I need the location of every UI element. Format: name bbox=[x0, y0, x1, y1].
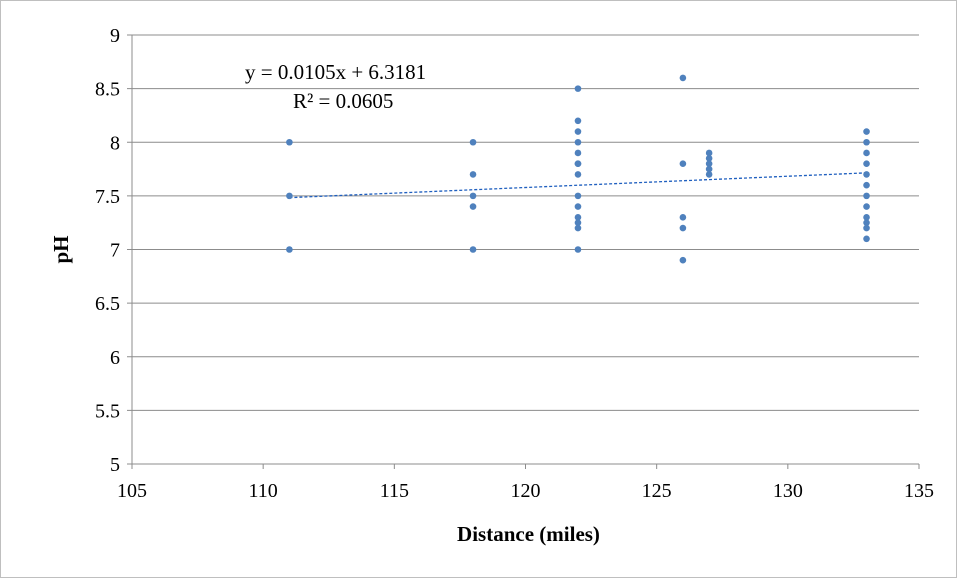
data-point-12 bbox=[574, 149, 582, 157]
data-point-15 bbox=[574, 171, 582, 178]
data-points bbox=[286, 74, 870, 264]
data-point-35 bbox=[863, 160, 870, 167]
y-tick-label-4: 7 bbox=[110, 240, 120, 262]
data-point-24 bbox=[679, 214, 687, 221]
data-point-1 bbox=[286, 192, 293, 200]
data-point-16 bbox=[574, 192, 582, 200]
data-point-11 bbox=[574, 138, 582, 146]
x-tick-label-4: 125 bbox=[642, 480, 672, 502]
x-tick-label-6: 135 bbox=[904, 480, 934, 502]
y-tick-label-5: 7.5 bbox=[95, 186, 120, 208]
data-point-38 bbox=[863, 192, 870, 200]
data-point-40 bbox=[863, 214, 870, 221]
data-point-4 bbox=[469, 171, 477, 178]
x-tick-label-2: 115 bbox=[380, 480, 409, 502]
data-point-2 bbox=[286, 246, 293, 253]
data-point-27 bbox=[705, 149, 713, 157]
data-point-37 bbox=[863, 181, 870, 189]
data-point-0 bbox=[286, 138, 293, 146]
trendline-equation: y = 0.0105x + 6.3181 bbox=[245, 60, 426, 84]
trendline bbox=[289, 172, 867, 199]
data-point-26 bbox=[679, 256, 687, 264]
data-point-31 bbox=[705, 171, 713, 178]
data-point-18 bbox=[574, 214, 582, 221]
data-point-34 bbox=[863, 149, 870, 157]
x-tick-labels: 105 110 115 120 125 130 135 bbox=[117, 464, 934, 502]
data-point-22 bbox=[679, 74, 687, 82]
trendline-r-squared: R² = 0.0605 bbox=[293, 89, 393, 113]
data-point-25 bbox=[679, 224, 687, 232]
gridlines bbox=[132, 34, 919, 411]
y-tick-label-0: 5 bbox=[110, 454, 120, 476]
x-axis-title: Distance (miles) bbox=[457, 522, 600, 546]
x-tick-label-1: 110 bbox=[249, 480, 278, 502]
y-tick-label-3: 6.5 bbox=[95, 293, 120, 315]
data-point-36 bbox=[863, 171, 870, 178]
data-point-23 bbox=[679, 160, 687, 167]
data-point-41 bbox=[863, 219, 870, 226]
data-point-30 bbox=[705, 165, 713, 173]
data-point-42 bbox=[863, 224, 870, 232]
x-tick-label-0: 105 bbox=[117, 480, 147, 502]
data-point-28 bbox=[705, 155, 713, 162]
data-point-43 bbox=[863, 235, 870, 243]
data-point-10 bbox=[574, 128, 582, 135]
y-tick-label-7: 8.5 bbox=[95, 79, 120, 101]
y-tick-label-8: 9 bbox=[110, 25, 120, 47]
data-point-14 bbox=[574, 160, 582, 167]
data-point-7 bbox=[469, 246, 477, 253]
data-point-19 bbox=[574, 219, 582, 226]
data-point-32 bbox=[863, 128, 870, 135]
data-point-29 bbox=[705, 160, 713, 167]
y-tick-label-1: 5.5 bbox=[95, 400, 120, 422]
data-point-39 bbox=[863, 203, 870, 210]
x-tick-label-3: 120 bbox=[511, 480, 541, 502]
data-point-17 bbox=[574, 203, 582, 210]
data-point-20 bbox=[574, 224, 582, 232]
data-point-33 bbox=[863, 138, 870, 146]
data-point-9 bbox=[574, 117, 582, 125]
data-point-21 bbox=[574, 246, 582, 253]
y-tick-label-2: 6 bbox=[110, 347, 120, 369]
data-point-5 bbox=[469, 192, 477, 200]
x-tick-label-5: 130 bbox=[773, 480, 803, 502]
data-point-8 bbox=[574, 85, 582, 92]
y-axis-title: pH bbox=[49, 235, 73, 263]
y-tick-label-6: 8 bbox=[110, 132, 120, 154]
y-tick-labels: 5 5.5 6 6.5 7 7.5 8 8.5 9 bbox=[95, 25, 132, 476]
data-point-3 bbox=[469, 138, 477, 146]
data-point-6 bbox=[469, 203, 477, 210]
